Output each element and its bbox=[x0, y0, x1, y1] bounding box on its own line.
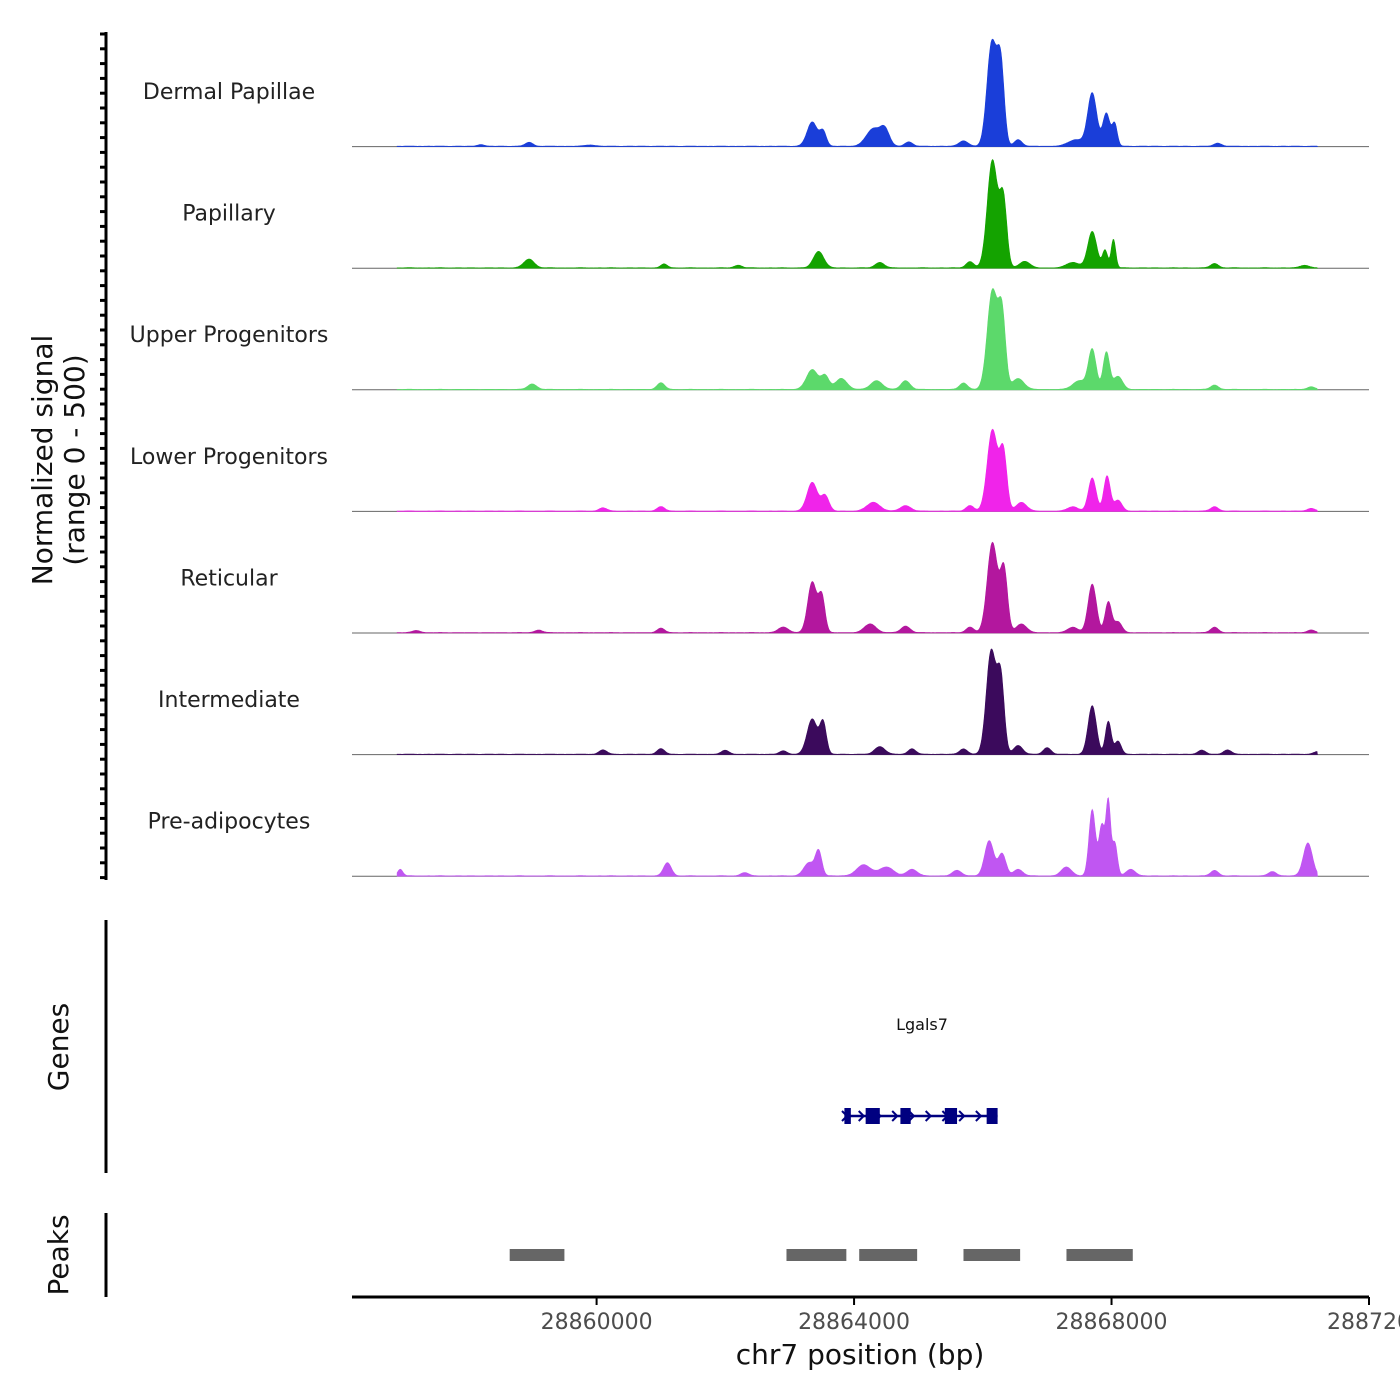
strand-arrow bbox=[891, 1110, 899, 1122]
peaks-track-title: Peaks bbox=[42, 1214, 75, 1295]
track-upper-progenitors: Upper Progenitors bbox=[130, 288, 1369, 391]
track-reticular: Reticular bbox=[180, 541, 1369, 634]
track-label: Lower Progenitors bbox=[130, 445, 328, 470]
signal-area bbox=[396, 159, 1319, 269]
gene-label: Lgals7 bbox=[896, 1015, 948, 1034]
x-axis-title: chr7 position (bp) bbox=[736, 1338, 985, 1371]
peak-region bbox=[859, 1249, 918, 1261]
coverage-tracks: Dermal Papillae Papillary Upper Progenitor… bbox=[130, 38, 1369, 877]
track-papillary: Papillary bbox=[182, 159, 1369, 269]
track-lower-progenitors: Lower Progenitors bbox=[130, 428, 1369, 512]
x-tick-label: 28860000 bbox=[541, 1310, 653, 1335]
signal-area bbox=[396, 428, 1318, 512]
peak-region bbox=[963, 1249, 1021, 1261]
gene-exon bbox=[844, 1108, 851, 1124]
strand-arrow bbox=[958, 1110, 966, 1122]
signal-area bbox=[396, 797, 1318, 877]
gene-exon bbox=[865, 1108, 880, 1124]
peak-region bbox=[786, 1249, 847, 1261]
signal-area bbox=[396, 288, 1318, 391]
gene-exon bbox=[986, 1108, 998, 1124]
track-label: Dermal Papillae bbox=[143, 80, 315, 105]
y-axis-title-line-2: (range 0 - 500) bbox=[58, 354, 91, 565]
strand-arrow bbox=[858, 1110, 866, 1122]
track-label: Pre-adipocytes bbox=[148, 810, 311, 835]
signal-area bbox=[396, 38, 1319, 147]
peak-region bbox=[509, 1249, 565, 1261]
strand-arrow bbox=[975, 1110, 983, 1122]
signal-area bbox=[396, 541, 1318, 634]
strand-arrow bbox=[924, 1110, 933, 1122]
track-label: Upper Progenitors bbox=[130, 323, 329, 348]
track-label: Reticular bbox=[180, 566, 278, 591]
signal-area bbox=[396, 648, 1318, 755]
gene-exon bbox=[900, 1108, 911, 1124]
x-tick-label: 28864000 bbox=[798, 1310, 910, 1335]
gene-lgals7: Lgals7 bbox=[841, 1015, 998, 1124]
track-pre-adipocytes: Pre-adipocytes bbox=[148, 797, 1369, 877]
signal-y-axis bbox=[100, 32, 108, 880]
peak-track bbox=[509, 1249, 1133, 1261]
track-label: Intermediate bbox=[158, 688, 300, 713]
gene-exon bbox=[944, 1108, 958, 1124]
x-axis: 28860000 28864000 28868000 288720 bbox=[352, 1295, 1400, 1335]
track-dermal-papillae: Dermal Papillae bbox=[143, 38, 1369, 148]
x-tick-label: 28868000 bbox=[1056, 1310, 1168, 1335]
genes-track-title: Genes bbox=[42, 1003, 75, 1091]
y-axis-title-line-1: Normalized signal bbox=[26, 335, 59, 586]
track-intermediate: Intermediate bbox=[158, 648, 1369, 756]
peak-region bbox=[1066, 1249, 1133, 1261]
gene-track: Lgals7 bbox=[841, 1015, 998, 1124]
track-label: Papillary bbox=[182, 202, 276, 227]
x-tick-label: 288720 bbox=[1327, 1310, 1400, 1335]
